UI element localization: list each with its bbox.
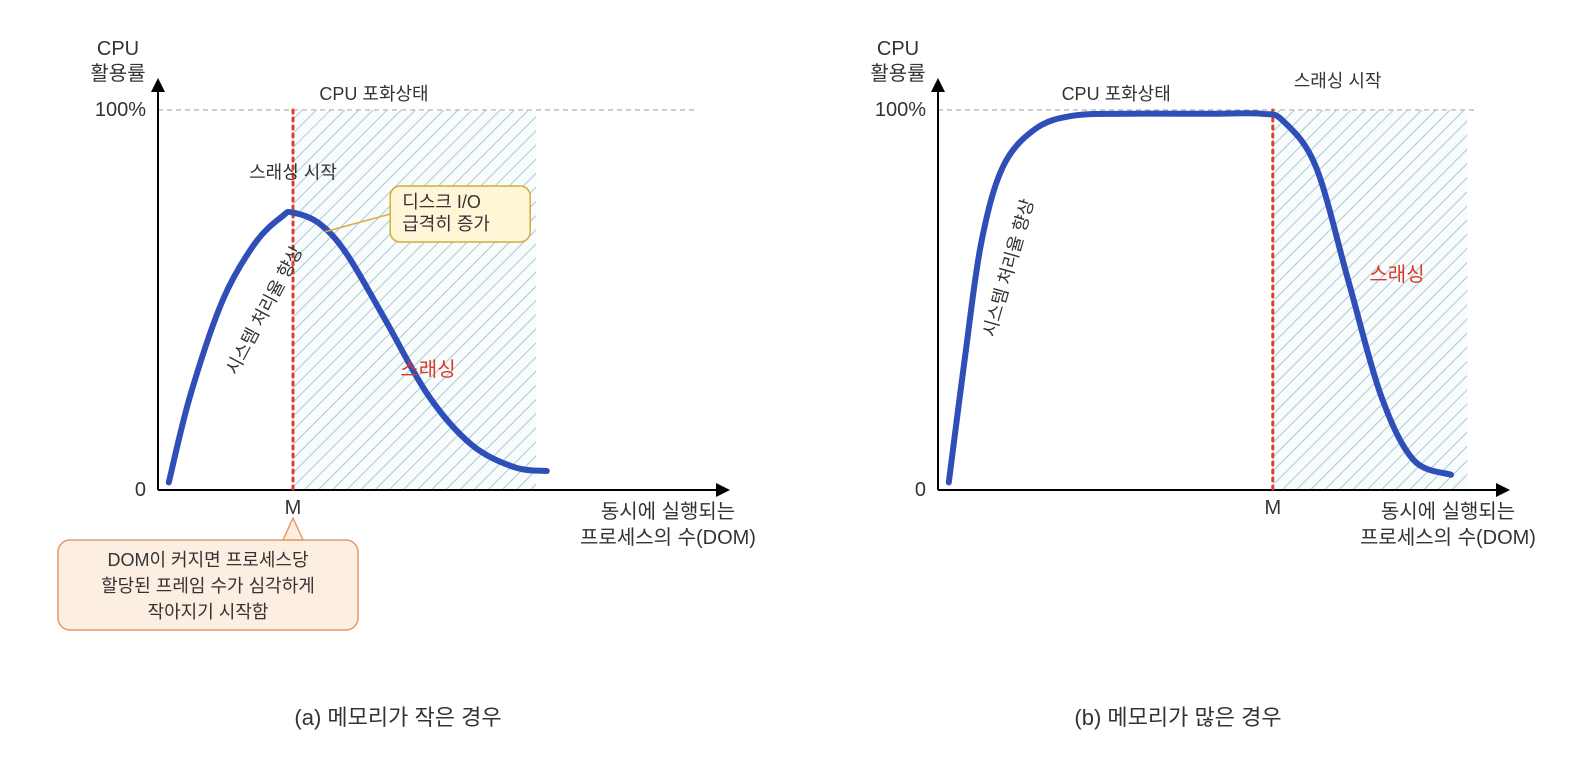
chart-a-svg: CPU활용률100%0M동시에 실행되는프로세스의 수(DOM)시스템 처리율 … bbox=[38, 20, 758, 660]
caption-b: (b) 메모리가 많은 경우 bbox=[1074, 700, 1281, 732]
svg-text:스래싱 시작: 스래싱 시작 bbox=[249, 162, 337, 182]
svg-text:활용률: 활용률 bbox=[90, 62, 145, 85]
svg-text:CPU 포화상태: CPU 포화상태 bbox=[319, 84, 428, 104]
svg-text:100%: 100% bbox=[95, 99, 146, 121]
svg-text:CPU: CPU bbox=[97, 38, 139, 60]
svg-text:스래싱 시작: 스래싱 시작 bbox=[1294, 71, 1382, 91]
svg-text:CPU: CPU bbox=[877, 38, 919, 60]
svg-text:할당된 프레임 수가 심각하게: 할당된 프레임 수가 심각하게 bbox=[101, 576, 315, 596]
svg-text:활용률: 활용률 bbox=[870, 62, 925, 85]
svg-text:급격히 증가: 급격히 증가 bbox=[402, 214, 490, 234]
svg-text:CPU 포화상태: CPU 포화상태 bbox=[1062, 84, 1171, 104]
svg-text:프로세스의 수(DOM): 프로세스의 수(DOM) bbox=[580, 526, 756, 549]
svg-text:스래싱: 스래싱 bbox=[1369, 263, 1424, 286]
panel-a: CPU활용률100%0M동시에 실행되는프로세스의 수(DOM)시스템 처리율 … bbox=[38, 20, 758, 732]
svg-text:디스크 I/O: 디스크 I/O bbox=[402, 192, 481, 212]
caption-a: (a) 메모리가 작은 경우 bbox=[294, 700, 501, 732]
svg-text:0: 0 bbox=[135, 479, 146, 501]
svg-text:M: M bbox=[285, 497, 302, 519]
svg-text:0: 0 bbox=[915, 479, 926, 501]
svg-text:DOM이 커지면 프로세스당: DOM이 커지면 프로세스당 bbox=[107, 550, 308, 570]
svg-text:동시에 실행되는: 동시에 실행되는 bbox=[1381, 500, 1515, 523]
svg-text:스래싱: 스래싱 bbox=[400, 358, 455, 381]
svg-text:100%: 100% bbox=[875, 99, 926, 121]
svg-text:동시에 실행되는: 동시에 실행되는 bbox=[601, 500, 735, 523]
chart-b-svg: CPU활용률100%0M동시에 실행되는프로세스의 수(DOM)시스템 처리율 … bbox=[818, 20, 1538, 660]
svg-text:작아지기 시작함: 작아지기 시작함 bbox=[148, 602, 269, 622]
figure-wrapper: CPU활용률100%0M동시에 실행되는프로세스의 수(DOM)시스템 처리율 … bbox=[20, 20, 1556, 732]
panel-b: CPU활용률100%0M동시에 실행되는프로세스의 수(DOM)시스템 처리율 … bbox=[818, 20, 1538, 732]
svg-text:프로세스의 수(DOM): 프로세스의 수(DOM) bbox=[1360, 526, 1536, 549]
svg-text:M: M bbox=[1264, 497, 1281, 519]
